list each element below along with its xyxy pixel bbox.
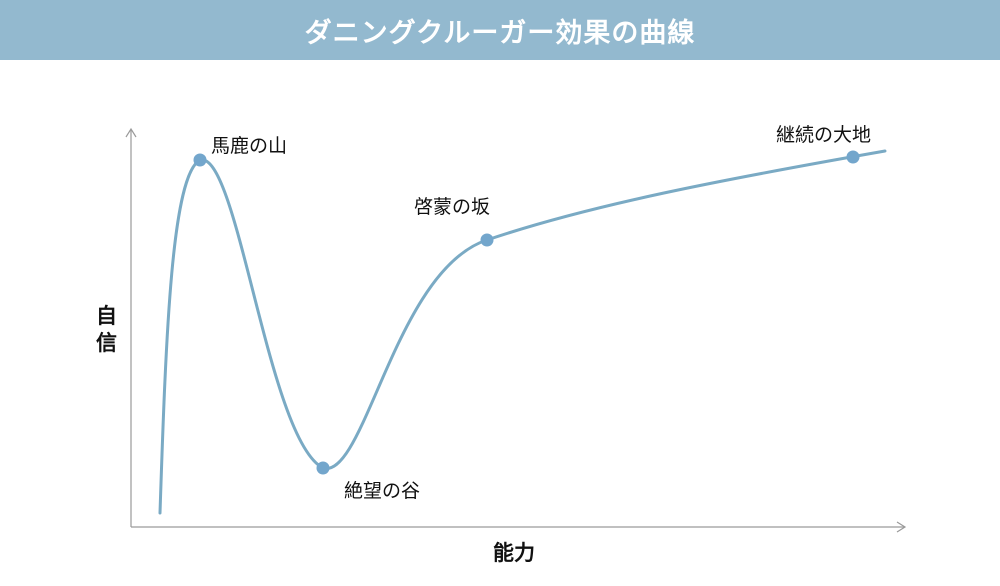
page-title: ダニングクルーガー効果の曲線 xyxy=(304,17,696,49)
title-bar: ダニングクルーガー効果の曲線 xyxy=(0,0,1000,60)
valley-point xyxy=(316,461,330,475)
y-axis-arrow-icon xyxy=(125,127,137,138)
slope-point xyxy=(480,233,494,247)
plateau-label: 継続の大地 xyxy=(776,124,871,146)
plateau-point xyxy=(846,150,860,164)
confidence-curve xyxy=(158,149,887,515)
y-axis-label-bottom: 信 xyxy=(96,331,117,355)
valley-label: 絶望の谷 xyxy=(344,480,420,502)
x-axis-label: 能力 xyxy=(493,541,535,565)
slope-label: 啓蒙の坂 xyxy=(414,196,490,218)
peak-point xyxy=(193,153,207,167)
peak-label: 馬鹿の山 xyxy=(211,135,287,157)
y-axis-label-top: 自 xyxy=(96,304,117,328)
x-axis-arrow-icon xyxy=(896,521,907,533)
